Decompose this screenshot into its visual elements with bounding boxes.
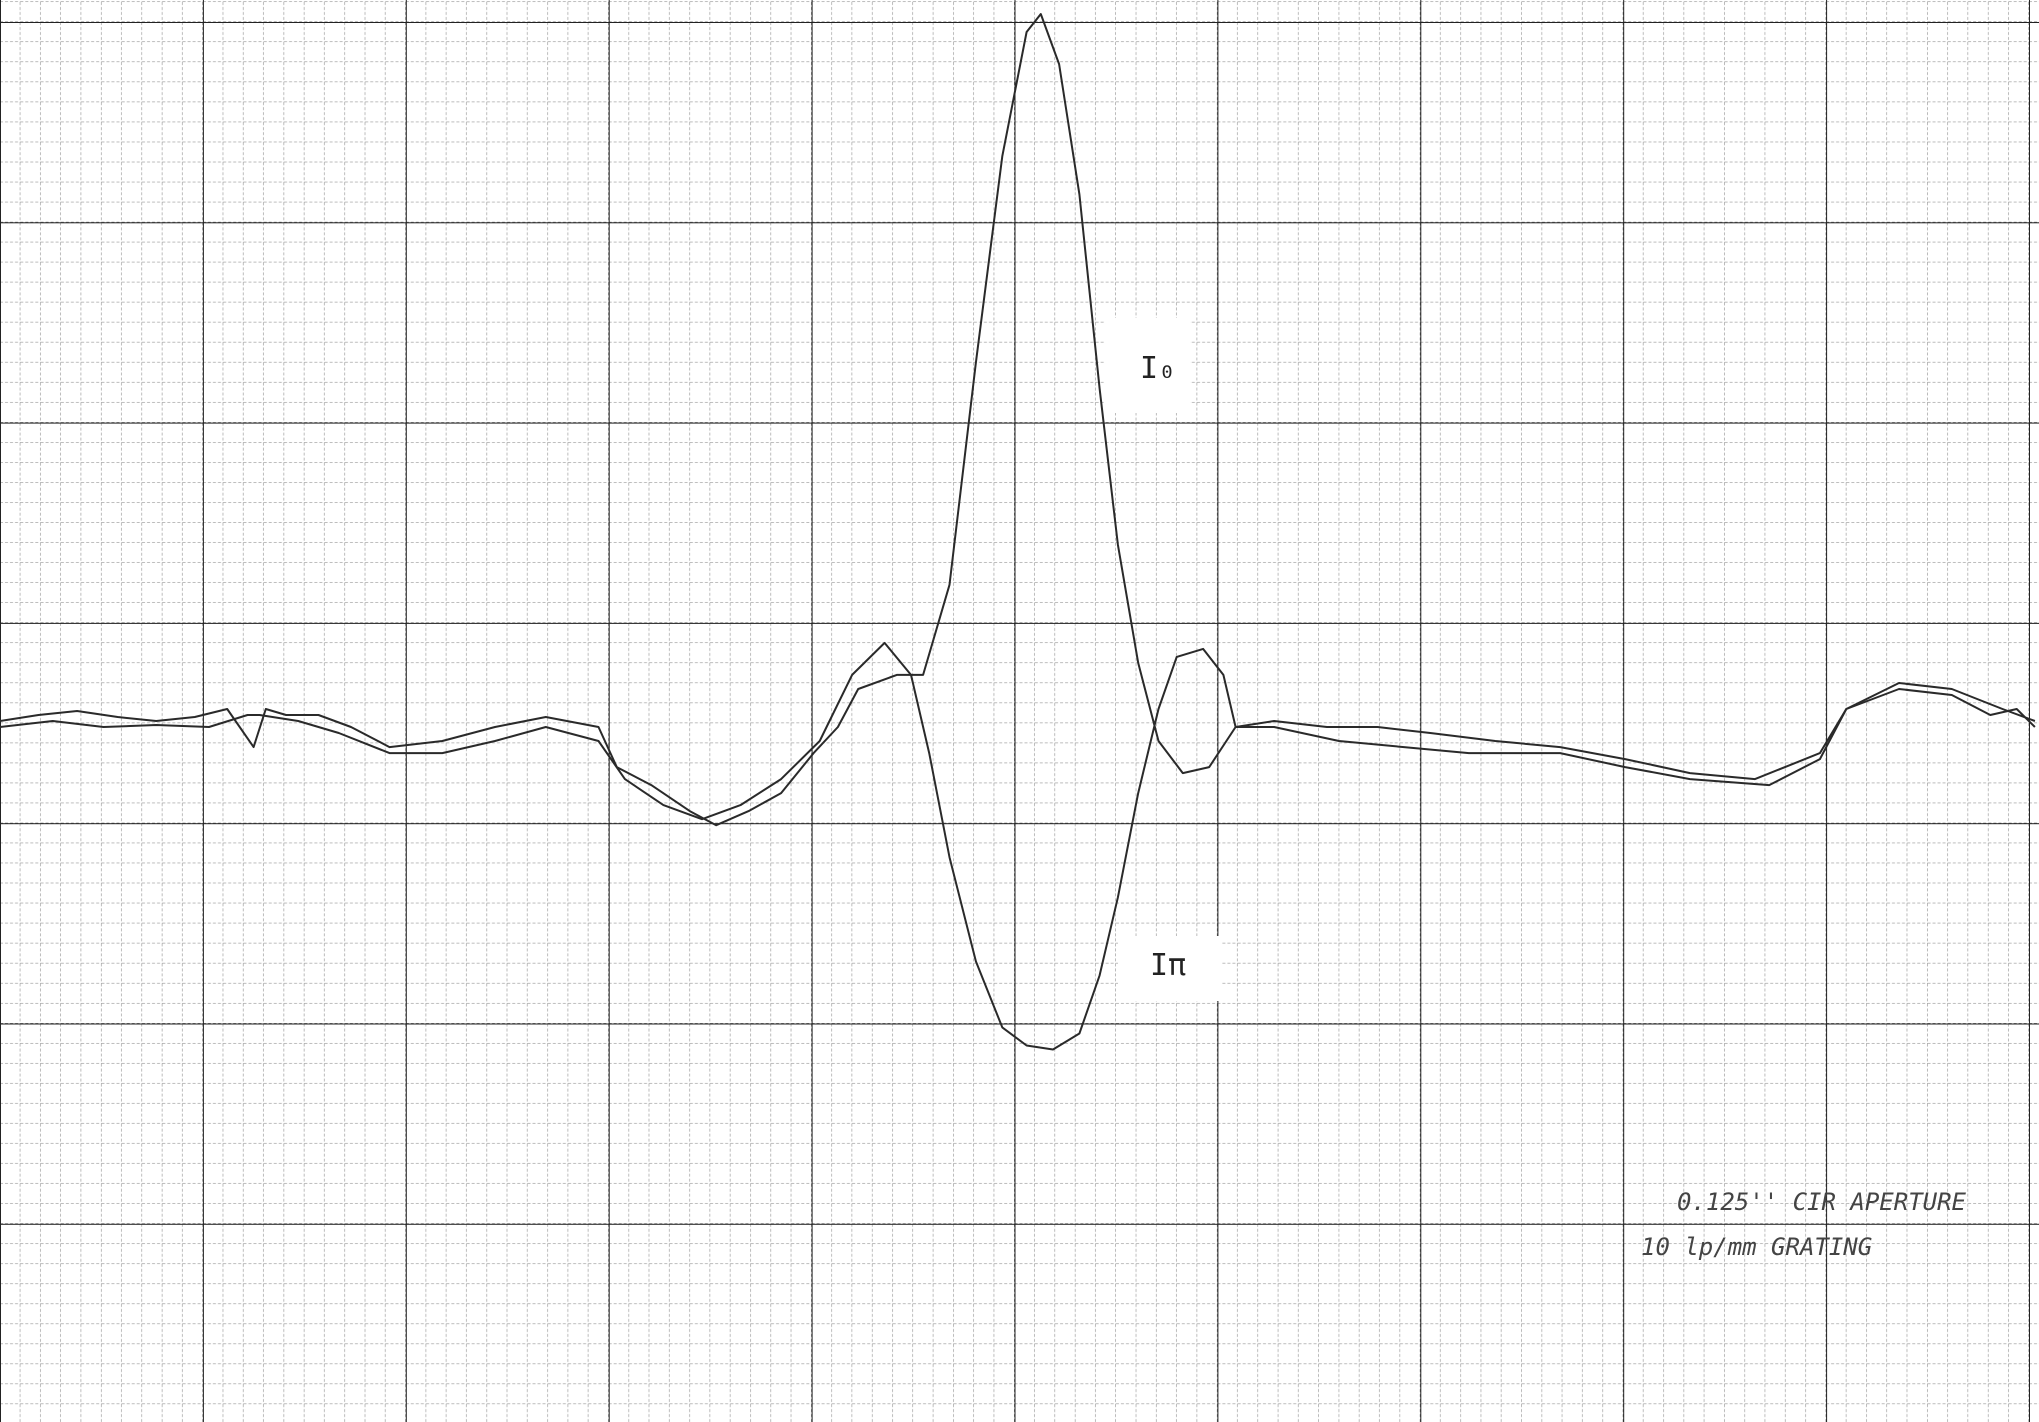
annotation: 10 lp/mm GRATING xyxy=(1641,1233,1872,1261)
annotation: 0.125'' CIR APERTURE xyxy=(1677,1188,1967,1216)
page: I₀ Iπ 0.125'' CIR APERTURE 10 lp/mm GRAT… xyxy=(0,0,2039,1422)
series-label: I₀ xyxy=(1140,351,1176,386)
chart: I₀ Iπ 0.125'' CIR APERTURE 10 lp/mm GRAT… xyxy=(0,0,2039,1422)
series-label: Iπ xyxy=(1150,948,1186,983)
